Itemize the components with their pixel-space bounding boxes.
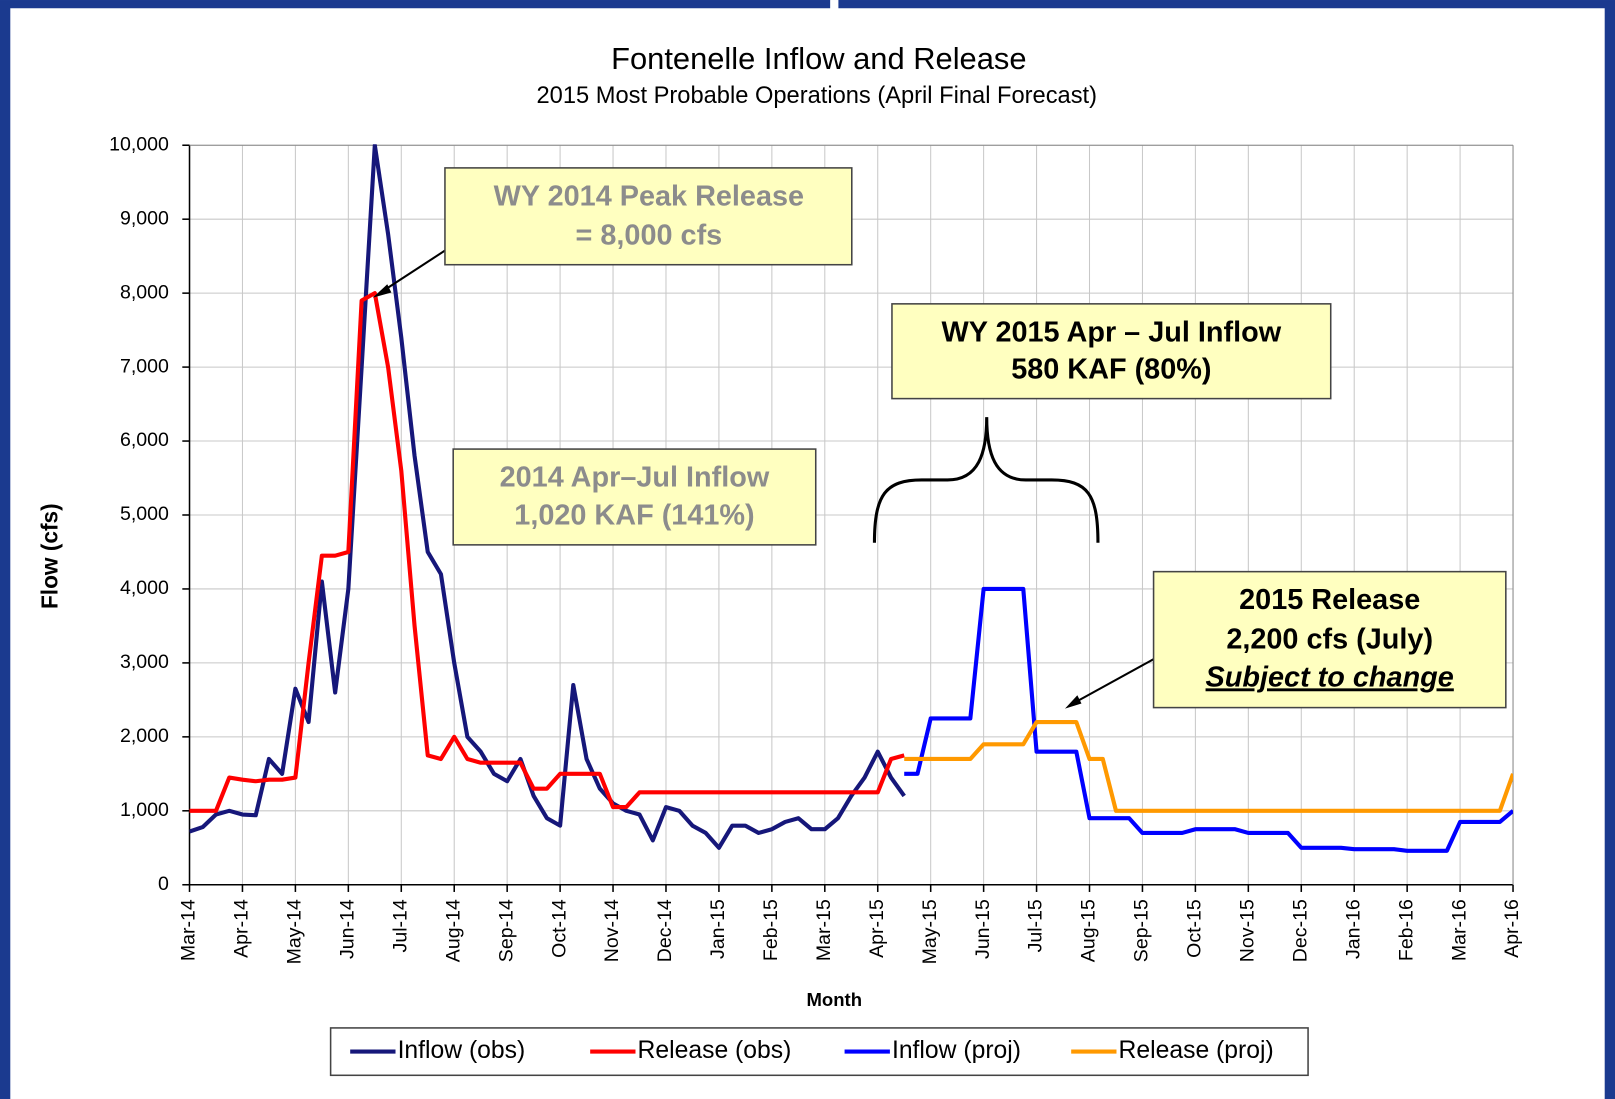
y-tick-label: 3,000 <box>120 651 169 673</box>
x-tick-label: Aug-14 <box>442 899 464 962</box>
plot-area: 0 1,000 2,000 3,000 4,000 5,000 6,000 7,000 8,00… <box>109 133 1523 964</box>
y-tick-label: 6,000 <box>120 429 169 451</box>
y-tick-label: 10,000 <box>109 133 169 155</box>
x-tick-label: Apr-15 <box>866 899 888 958</box>
y-tick-label: 1,000 <box>120 799 169 821</box>
annotation-text: WY 2014 Peak Release <box>494 180 804 212</box>
x-tick-label: Apr-14 <box>231 899 253 958</box>
x-tick-label: Feb-16 <box>1395 899 1417 961</box>
annotation-text: 2014 Apr–Jul Inflow <box>500 462 770 494</box>
y-tick-label: 8,000 <box>120 281 169 303</box>
annotation-box <box>891 303 1332 400</box>
x-tick-label: Nov-15 <box>1237 899 1259 962</box>
legend: Inflow (obs) Release (obs) Inflow (proj) Re… <box>329 1027 1309 1077</box>
x-tick-label: Mar-15 <box>813 899 835 961</box>
annotation-text: 2,200 cfs (July) <box>1226 623 1433 655</box>
legend-label: Inflow (obs) <box>398 1037 526 1064</box>
x-tick-label: May-14 <box>284 899 306 964</box>
legend-label: Release (obs) <box>638 1037 792 1064</box>
y-tick-label: 2,000 <box>120 725 169 747</box>
chart-subtitle: 2015 Most Probable Operations (April Fin… <box>537 83 1098 109</box>
x-tick-label: Nov-14 <box>601 899 623 962</box>
series-line <box>189 291 905 813</box>
annotation-text: WY 2015 Apr – Jul Inflow <box>942 316 1282 348</box>
x-tick-label: Dec-15 <box>1289 899 1311 962</box>
y-tick-label: 0 <box>158 873 169 895</box>
annotations: WY 2014 Peak Release = 8,000 cfs 2014 Apr–… <box>372 167 1507 709</box>
x-tick-label: Jul-15 <box>1025 899 1047 952</box>
x-tick-label: Jan-16 <box>1342 899 1364 959</box>
x-tick-label: Apr-16 <box>1501 899 1523 958</box>
x-tick-label: Mar-16 <box>1448 899 1470 961</box>
y-axis-label: Flow (cfs) <box>36 503 62 609</box>
arrow-head <box>1064 695 1082 709</box>
x-tick-label: Jun-14 <box>337 899 359 959</box>
x-axis-label: Month <box>807 989 863 1010</box>
x-tick-label: Sep-14 <box>495 899 517 962</box>
annotation-box <box>444 167 853 266</box>
annotation-text: 1,020 KAF (141%) <box>514 500 754 532</box>
x-tick-label: Jan-15 <box>707 899 729 959</box>
y-tick-label: 4,000 <box>120 577 169 599</box>
x-tick-label: Jun-15 <box>972 899 994 959</box>
x-tick-label: Dec-14 <box>654 899 676 962</box>
x-tick-label: Jul-14 <box>389 899 411 952</box>
annotation-text: 2015 Release <box>1239 584 1420 616</box>
annotation-text: Subject to change <box>1206 661 1454 693</box>
annotation-text: = 8,000 cfs <box>576 220 723 252</box>
chart-title: Fontenelle Inflow and Release <box>611 41 1026 76</box>
annotation-box <box>452 448 817 546</box>
series-line <box>904 586 1514 853</box>
x-tick-label: May-15 <box>919 899 941 964</box>
arrow <box>1070 658 1155 706</box>
series-line <box>189 144 906 850</box>
brace <box>872 417 1100 543</box>
frame-split <box>830 0 839 11</box>
x-tick-label: Oct-15 <box>1184 899 1206 958</box>
arrow-head <box>372 284 392 298</box>
legend-label: Inflow (proj) <box>892 1037 1021 1064</box>
annotation-box <box>1152 570 1507 709</box>
y-tick-label: 9,000 <box>120 207 169 229</box>
series-line <box>904 719 1514 813</box>
legend-box <box>329 1027 1309 1077</box>
y-tick-label: 7,000 <box>120 355 169 377</box>
y-tick-label: 5,000 <box>120 503 169 525</box>
x-tick-label: Sep-15 <box>1131 899 1153 962</box>
annotation-text: 580 KAF (80%) <box>1011 353 1211 385</box>
x-tick-label: Aug-15 <box>1078 899 1100 962</box>
x-tick-label: Feb-15 <box>760 899 782 961</box>
x-tick-label: Oct-14 <box>548 899 570 958</box>
x-tick-label: Mar-14 <box>178 899 200 961</box>
legend-label: Release (proj) <box>1119 1037 1274 1064</box>
